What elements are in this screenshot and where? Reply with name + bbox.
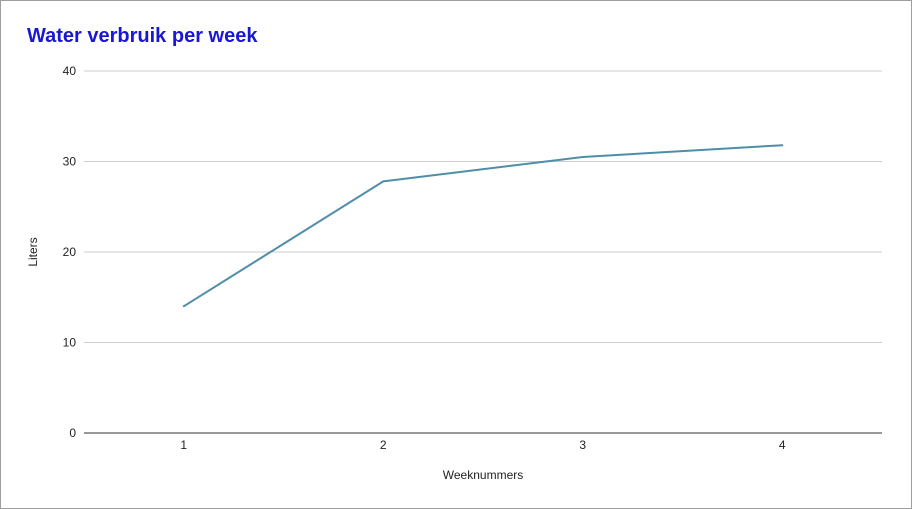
y-tick-label: 10 — [63, 336, 77, 350]
gridlines — [84, 70, 882, 343]
data-point — [581, 155, 584, 158]
data-point — [382, 180, 385, 183]
x-tick-labels: 1 2 3 4 — [180, 438, 786, 452]
x-tick-label: 2 — [380, 438, 387, 452]
y-tick-label: 0 — [69, 426, 76, 440]
series-line — [183, 144, 783, 308]
y-tick-label: 20 — [63, 245, 77, 259]
y-axis-label: Liters — [26, 237, 40, 266]
data-point — [182, 305, 185, 308]
series-layer — [182, 144, 784, 308]
chart-title: Water verbruik per week — [27, 25, 258, 47]
y-tick-label: 40 — [63, 64, 77, 78]
x-axis-label: Weeknummers — [443, 468, 523, 482]
data-point — [781, 144, 784, 147]
x-tick-label: 3 — [579, 438, 586, 452]
y-tick-label: 30 — [63, 155, 77, 169]
x-tick-label: 1 — [180, 438, 187, 452]
x-tick-label: 4 — [779, 438, 786, 452]
y-tick-labels: 0 10 20 30 40 — [63, 64, 77, 440]
